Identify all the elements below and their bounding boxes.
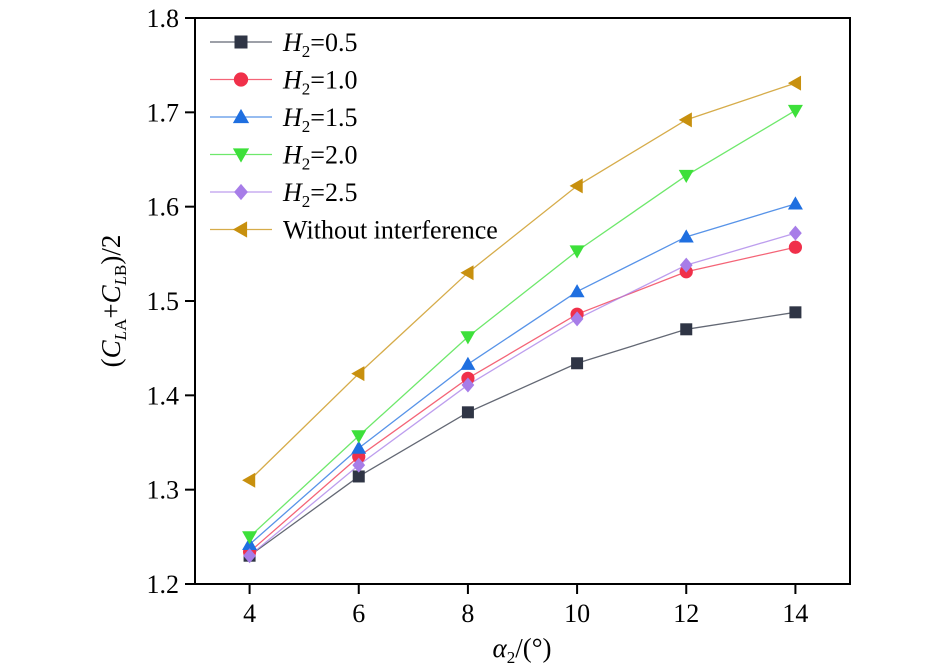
y-tick-label: 1.4 — [147, 381, 180, 410]
x-tick-label: 12 — [673, 599, 699, 628]
data-point-series-4 — [787, 104, 803, 118]
data-point-series-4 — [678, 169, 694, 184]
y-tick-label: 1.3 — [147, 476, 180, 505]
legend-value: =1.5 — [310, 103, 357, 132]
data-point-series-1 — [680, 323, 693, 336]
legend-subscript: 2 — [302, 80, 311, 99]
legend-value: =2.5 — [310, 178, 357, 207]
data-point-series-5 — [243, 548, 256, 564]
data-point-series-4 — [351, 430, 367, 444]
y-axis-label-sub1: L — [111, 331, 130, 341]
data-point-series-6 — [678, 112, 692, 128]
series-line-4 — [249, 109, 796, 538]
data-point-series-6 — [351, 366, 365, 382]
legend-marker — [233, 72, 249, 87]
legend-value: =1.0 — [310, 66, 357, 95]
y-axis-label-sub1b: A — [111, 318, 130, 331]
x-tick-label: 4 — [243, 599, 256, 628]
x-tick-label: 6 — [352, 599, 365, 628]
y-axis-label-open: ( — [96, 358, 126, 367]
legend-symbol: H — [282, 178, 303, 207]
legend-marker — [234, 183, 248, 201]
series-line-6 — [249, 82, 796, 481]
data-point-series-5 — [461, 377, 475, 393]
data-point-series-6 — [787, 75, 802, 91]
legend-subscript: 2 — [302, 192, 311, 211]
y-tick-label: 1.2 — [147, 570, 180, 599]
data-point-series-5 — [352, 457, 366, 473]
legend-label: H2=2.5 — [282, 178, 357, 211]
y-tick-label: 1.8 — [147, 4, 180, 33]
legend-label: H2=0.5 — [282, 28, 357, 61]
series-line-5 — [249, 232, 796, 557]
y-tick-label: 1.5 — [147, 287, 180, 316]
series-line-2 — [249, 246, 796, 553]
legend-marker — [232, 221, 248, 238]
data-point-series-3 — [787, 196, 803, 210]
legend-label: H2=1.5 — [282, 103, 357, 136]
legend-subscript: 2 — [302, 117, 311, 136]
legend-marker — [232, 108, 250, 124]
data-point-series-1 — [789, 306, 802, 319]
data-point-series-1 — [461, 406, 474, 419]
data-point-series-6 — [460, 265, 474, 281]
y-axis-label: (CLA+CLB)/2 — [96, 235, 130, 368]
x-axis-label-subscript: 2 — [507, 648, 516, 667]
y-axis-label-plus: + — [96, 303, 126, 318]
data-point-series-4 — [242, 531, 258, 545]
data-point-series-3 — [351, 440, 367, 454]
legend-value: =2.0 — [310, 141, 357, 170]
data-point-series-2 — [788, 240, 803, 254]
legend-symbol: H — [282, 103, 303, 132]
y-axis-label-close: )/2 — [96, 235, 126, 265]
y-axis-label-c1: C — [96, 339, 126, 358]
series-line-3 — [249, 203, 796, 545]
legend-label: H2=2.0 — [282, 141, 357, 174]
legend-label: Without interference — [283, 216, 498, 245]
data-point-series-6 — [569, 178, 583, 194]
series-markers — [242, 75, 803, 564]
legend-marker — [232, 148, 250, 163]
x-tick-label: 14 — [782, 599, 808, 628]
y-tick-label: 1.7 — [147, 98, 180, 127]
x-axis-label-unit: /(°) — [515, 633, 551, 663]
axis-ticks: 4 6 8 10 12 14 1.2 1.3 1.4 1.5 1.6 1.7 1.8 — [147, 4, 809, 628]
data-point-series-6 — [242, 472, 256, 488]
legend-label: H2=1.0 — [282, 66, 357, 99]
data-point-series-3 — [678, 229, 694, 243]
series-lines — [249, 82, 796, 557]
legend-symbol: H — [282, 28, 303, 57]
y-axis-label-sub2: L — [111, 276, 130, 286]
data-point-series-5 — [789, 225, 802, 241]
data-point-series-5 — [679, 257, 693, 273]
legend-value: =0.5 — [310, 28, 357, 57]
y-axis-label-c2: C — [96, 284, 126, 303]
y-tick-label: 1.6 — [147, 193, 180, 222]
x-axis-label: α2/(°) — [493, 633, 552, 667]
x-tick-label: 10 — [564, 599, 590, 628]
legend-symbol: H — [282, 141, 303, 170]
data-point-series-5 — [570, 311, 584, 327]
legend-subscript: 2 — [302, 42, 311, 61]
series-line-1 — [249, 311, 796, 557]
x-axis-label-symbol: α — [493, 633, 508, 663]
legend-marker — [234, 35, 248, 49]
data-point-series-3 — [569, 284, 585, 298]
data-point-series-1 — [352, 470, 365, 483]
data-point-series-4 — [569, 245, 585, 259]
legend-symbol: H — [282, 66, 303, 95]
data-point-series-4 — [460, 331, 476, 345]
data-point-series-3 — [460, 356, 476, 370]
legend-subscript: 2 — [302, 155, 311, 174]
y-axis-label-sub2b: B — [111, 265, 130, 276]
x-tick-label: 8 — [461, 599, 474, 628]
data-point-series-1 — [571, 357, 584, 370]
